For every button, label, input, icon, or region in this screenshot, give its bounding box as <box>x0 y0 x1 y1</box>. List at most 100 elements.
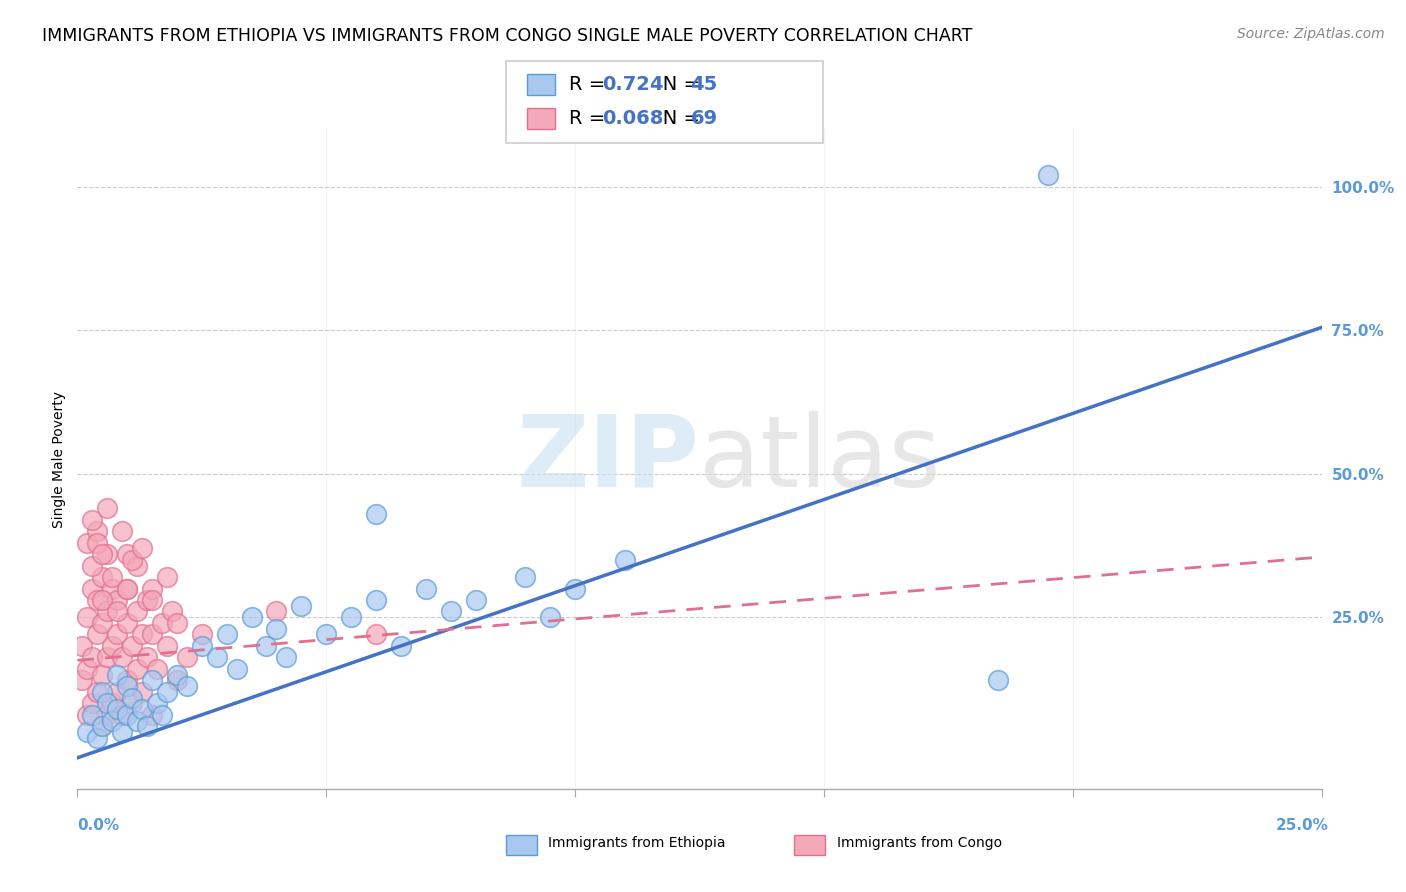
Point <box>105 627 128 641</box>
Point <box>131 702 153 716</box>
Point <box>440 605 463 619</box>
Point <box>987 673 1010 688</box>
Point <box>415 582 437 596</box>
Point <box>613 553 636 567</box>
Text: 69: 69 <box>690 109 717 128</box>
Text: 45: 45 <box>690 75 717 95</box>
Point <box>82 650 104 665</box>
Point <box>101 570 124 584</box>
Point <box>111 725 134 739</box>
Point <box>176 679 198 693</box>
Point <box>125 714 148 728</box>
Text: 0.0%: 0.0% <box>77 818 120 832</box>
Point <box>315 627 337 641</box>
Point <box>105 702 128 716</box>
Point <box>131 541 153 556</box>
Text: R =: R = <box>569 109 612 128</box>
Point <box>136 593 159 607</box>
Text: 25.0%: 25.0% <box>1275 818 1329 832</box>
Point <box>111 707 134 722</box>
Point <box>91 570 114 584</box>
Point <box>131 627 153 641</box>
Point <box>141 707 163 722</box>
Point <box>515 570 537 584</box>
Point <box>156 685 179 699</box>
Point <box>96 605 118 619</box>
Point <box>115 547 138 561</box>
Point <box>191 627 214 641</box>
Point <box>115 582 138 596</box>
Point <box>115 673 138 688</box>
Point <box>105 605 128 619</box>
Point <box>364 507 387 521</box>
Point <box>91 685 114 699</box>
Point <box>86 535 108 549</box>
Point <box>91 719 114 733</box>
Point <box>82 582 104 596</box>
Point <box>115 615 138 630</box>
Point <box>141 593 163 607</box>
Point <box>82 707 104 722</box>
Point <box>91 615 114 630</box>
Point <box>82 558 104 573</box>
Point <box>101 714 124 728</box>
Text: Source: ZipAtlas.com: Source: ZipAtlas.com <box>1237 27 1385 41</box>
Point <box>101 696 124 710</box>
Point <box>240 610 263 624</box>
Point <box>166 667 188 681</box>
Point <box>131 685 153 699</box>
Point <box>72 639 94 653</box>
Point <box>86 524 108 538</box>
Point <box>105 593 128 607</box>
Point <box>96 707 118 722</box>
Point <box>72 673 94 688</box>
Y-axis label: Single Male Poverty: Single Male Poverty <box>52 391 66 528</box>
Point <box>86 731 108 745</box>
Point <box>76 707 98 722</box>
Point <box>1036 168 1059 182</box>
Point <box>111 524 134 538</box>
Point <box>82 696 104 710</box>
Point <box>115 582 138 596</box>
Point <box>205 650 228 665</box>
Point <box>564 582 586 596</box>
Point <box>76 535 98 549</box>
Text: atlas: atlas <box>700 411 941 508</box>
Point <box>121 696 143 710</box>
Point <box>364 627 387 641</box>
Point <box>141 582 163 596</box>
Point <box>101 639 124 653</box>
Text: N =: N = <box>644 75 706 95</box>
Text: N =: N = <box>644 109 706 128</box>
Point <box>121 639 143 653</box>
Point <box>276 650 298 665</box>
Point <box>136 719 159 733</box>
Point <box>166 615 188 630</box>
Point <box>225 662 247 676</box>
Point <box>266 605 288 619</box>
Point <box>105 667 128 681</box>
Point <box>141 673 163 688</box>
Point <box>290 599 312 613</box>
Point <box>389 639 412 653</box>
Point <box>136 650 159 665</box>
Point <box>364 593 387 607</box>
Point <box>115 707 138 722</box>
Point <box>146 696 169 710</box>
Point <box>166 673 188 688</box>
Point <box>91 547 114 561</box>
Point <box>150 615 173 630</box>
Point <box>86 627 108 641</box>
Text: IMMIGRANTS FROM ETHIOPIA VS IMMIGRANTS FROM CONGO SINGLE MALE POVERTY CORRELATIO: IMMIGRANTS FROM ETHIOPIA VS IMMIGRANTS F… <box>42 27 973 45</box>
Point <box>115 679 138 693</box>
Point <box>191 639 214 653</box>
Point <box>125 662 148 676</box>
Point <box>121 553 143 567</box>
Point <box>76 662 98 676</box>
Text: 0.068: 0.068 <box>602 109 664 128</box>
Text: Immigrants from Ethiopia: Immigrants from Ethiopia <box>548 836 725 850</box>
Point <box>96 501 118 516</box>
Point <box>160 605 183 619</box>
Point <box>96 650 118 665</box>
Point <box>156 639 179 653</box>
